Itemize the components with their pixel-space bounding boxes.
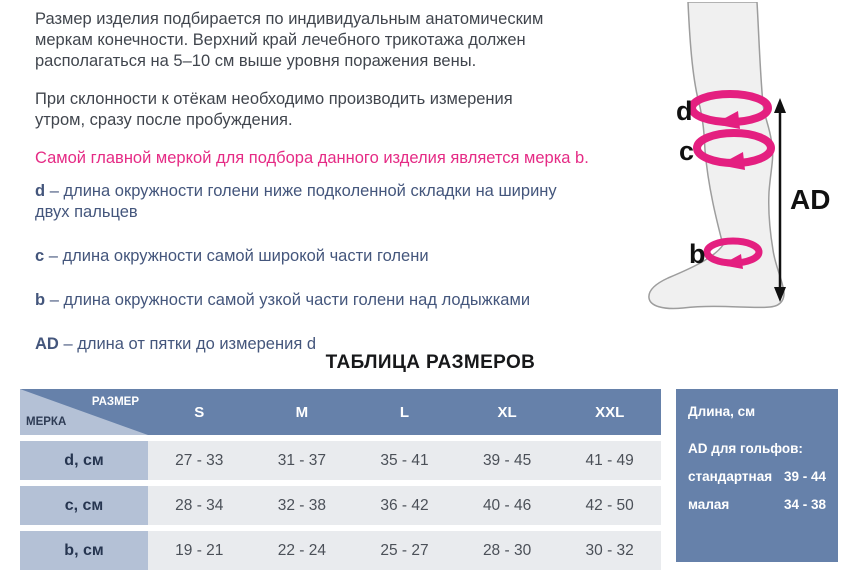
size-table-title: ТАБЛИЦА РАЗМЕРОВ <box>325 352 536 373</box>
definition-c-text: – длина окружности самой широкой части г… <box>48 247 429 265</box>
definition-b-term: b <box>35 291 46 309</box>
corner-label-size: РАЗМЕР <box>91 396 139 408</box>
length-row-small-value: 34 - 38 <box>783 497 826 512</box>
length-row-small-label: малая <box>688 497 730 512</box>
definition-c: c – длина окружности самой широкой части… <box>35 246 645 267</box>
size-table: РАЗМЕР МЕРКА S M L XL XXL d, см 27 - 33 … <box>20 383 661 576</box>
measurement-definitions: d – длина окружности голени ниже подколе… <box>35 181 645 378</box>
column-header-l: L <box>353 389 456 435</box>
table-cell: 30 - 32 <box>558 531 661 570</box>
table-cell: 35 - 41 <box>353 441 456 480</box>
definition-c-term: c <box>35 247 45 265</box>
column-header-s: S <box>148 389 251 435</box>
definition-d-text: – длина окружности голени ниже подколенн… <box>35 182 557 221</box>
table-row-c: c, см 28 - 34 32 - 38 36 - 42 40 - 46 42… <box>20 486 661 525</box>
length-panel-title: Длина, см <box>688 404 756 419</box>
ad-arrow-label: AD <box>790 184 830 215</box>
column-header-xxl: XXL <box>558 389 661 435</box>
table-row-b: b, см 19 - 21 22 - 24 25 - 27 28 - 30 30… <box>20 531 661 570</box>
leg-diagram-svg: d c b AD <box>648 1 830 310</box>
row-label-c: c, см <box>20 486 148 525</box>
leg-measurement-diagram: d c b AD <box>633 1 851 334</box>
table-cell: 19 - 21 <box>148 531 251 570</box>
definition-d: d – длина окружности голени ниже подколе… <box>35 181 645 223</box>
ad-length-arrow <box>774 98 786 302</box>
length-row-standard-label: стандартная <box>688 469 773 484</box>
highlight-note: Самой главной меркой для подбора данного… <box>35 149 589 167</box>
intro-paragraph-2: При склонности к отёкам необходимо произ… <box>35 90 513 129</box>
table-cell: 28 - 34 <box>148 486 251 525</box>
length-row-standard: стандартная 39 - 44 <box>688 469 826 484</box>
table-cell: 31 - 37 <box>250 441 354 480</box>
intro-paragraph-1: Размер изделия подбирается по индивидуал… <box>35 10 544 70</box>
measure-ring-d <box>688 90 772 129</box>
intro-text: Размер изделия подбирается по индивидуал… <box>35 9 635 186</box>
definition-ad: AD – длина от пятки до измерения d <box>35 334 645 355</box>
table-cell: 22 - 24 <box>250 531 354 570</box>
measure-ring-c <box>693 129 775 170</box>
definition-ad-text: – длина от пятки до измерения d <box>63 335 317 353</box>
length-row-standard-value: 39 - 44 <box>783 469 826 484</box>
definition-ad-term: AD <box>35 335 59 353</box>
ring-label-d: d <box>676 96 693 126</box>
corner-cell: РАЗМЕР МЕРКА <box>20 389 148 435</box>
column-header-m: M <box>250 389 354 435</box>
ring-label-b: b <box>689 239 706 269</box>
table-cell: 40 - 46 <box>455 486 559 525</box>
row-label-b: b, см <box>20 531 148 570</box>
definition-d-term: d <box>35 182 46 200</box>
table-cell: 41 - 49 <box>558 441 661 480</box>
row-label-d: d, см <box>20 441 148 480</box>
table-header-row: РАЗМЕР МЕРКА S M L XL XXL <box>20 389 661 435</box>
table-cell: 32 - 38 <box>250 486 354 525</box>
table-cell: 39 - 45 <box>455 441 559 480</box>
length-panel: Длина, см AD для гольфов: стандартная 39… <box>676 389 838 562</box>
table-cell: 25 - 27 <box>353 531 456 570</box>
length-panel-subtitle: AD для гольфов: <box>688 441 803 456</box>
ring-label-c: c <box>679 136 694 166</box>
corner-label-measure: МЕРКА <box>26 416 67 428</box>
table-cell: 36 - 42 <box>353 486 456 525</box>
table-cell: 28 - 30 <box>455 531 559 570</box>
table-cell: 42 - 50 <box>558 486 661 525</box>
table-cell: 27 - 33 <box>148 441 251 480</box>
definition-b: b – длина окружности самой узкой части г… <box>35 290 645 311</box>
length-row-small: малая 34 - 38 <box>688 497 826 512</box>
column-header-xl: XL <box>455 389 559 435</box>
table-row-d: d, см 27 - 33 31 - 37 35 - 41 39 - 45 41… <box>20 441 661 480</box>
definition-b-text: – длина окружности самой узкой части гол… <box>49 291 531 309</box>
measure-ring-b <box>703 237 763 269</box>
